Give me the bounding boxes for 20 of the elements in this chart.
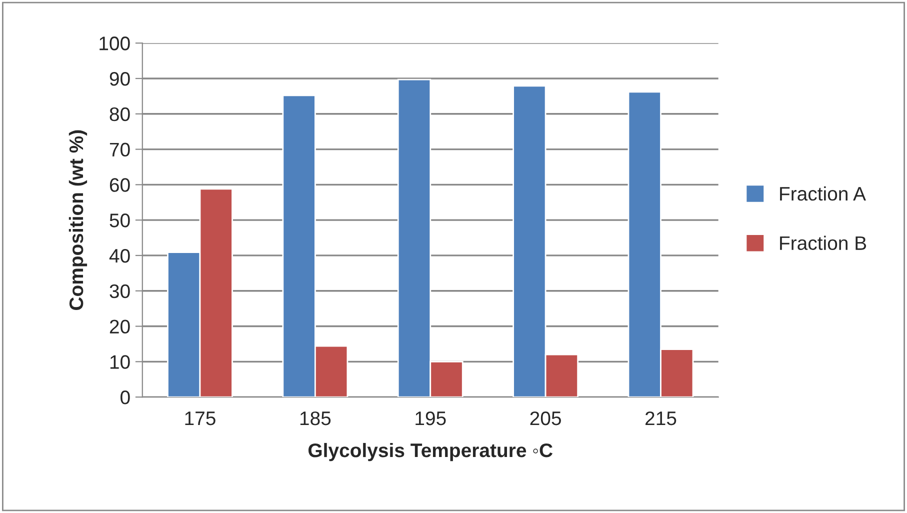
x-tick-label: 195 (416, 411, 446, 426)
y-tick-label: 40 (109, 248, 130, 263)
y-tick-label: 20 (110, 320, 130, 334)
x-axis-title: Glycolysis Temperature ◦C (308, 442, 553, 462)
y-tick-label: 80 (110, 107, 130, 122)
y-tick-label: 10 (110, 355, 130, 369)
y-tick-label: 50 (110, 214, 130, 228)
x-tick-label: 205 (530, 411, 561, 426)
y-tick-label: 70 (110, 142, 130, 157)
y-tick-label: 60 (110, 178, 130, 192)
y-tick-label: 90 (110, 72, 130, 86)
y-axis-title: Composition (wt %) (68, 130, 88, 310)
y-tick-label: 30 (110, 284, 130, 298)
y-tick-label: 0 (120, 390, 130, 404)
x-tick-label: 175 (185, 412, 216, 426)
y-tick-label: 100 (100, 36, 130, 50)
legend-label: Fraction A (780, 186, 866, 201)
legend-label: Fraction B (780, 236, 866, 250)
x-tick-label: 185 (300, 411, 331, 426)
x-tick-label: 215 (646, 411, 676, 426)
